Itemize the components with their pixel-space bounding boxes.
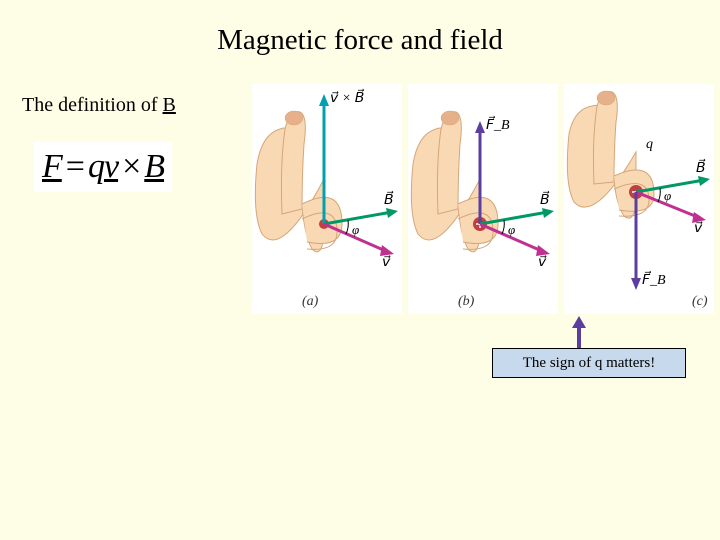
slide-title: Magnetic force and field	[0, 0, 720, 57]
thumbnail-icon	[597, 91, 615, 105]
panel-a-svg: v⃗ × B⃗ B⃗ v⃗ φ	[252, 84, 402, 314]
formula-q: q	[88, 148, 104, 185]
b-label: B⃗	[696, 158, 706, 176]
panel-b-label: (b)	[458, 294, 474, 310]
panel-a-label: (a)	[302, 294, 318, 310]
panel-a: v⃗ × B⃗ B⃗ v⃗ φ (a)	[252, 84, 402, 314]
b-label: B⃗	[540, 190, 550, 208]
diagram-panels: v⃗ × B⃗ B⃗ v⃗ φ (a)	[252, 84, 714, 314]
vxb-label: v⃗ × B⃗	[330, 88, 364, 106]
formula-F: F	[42, 148, 62, 185]
subtitle-text: The definition of	[22, 94, 163, 116]
v-label: v⃗	[694, 221, 703, 236]
panel-b-svg: F⃗_B B⃗ v⃗ φ	[408, 84, 558, 314]
formula: F=qv×B	[34, 142, 172, 192]
v-label: v⃗	[382, 255, 391, 270]
angle-label: φ	[352, 222, 359, 237]
note-box: The sign of q matters!	[492, 348, 686, 378]
subtitle-var: B	[163, 94, 176, 116]
panel-b: F⃗_B B⃗ v⃗ φ (b)	[408, 84, 558, 314]
formula-eq: =	[62, 148, 88, 185]
panel-c-label: (c)	[692, 294, 708, 310]
b-label: B⃗	[384, 190, 394, 208]
fb-label: F⃗_B	[642, 270, 666, 288]
panel-c-svg: q B⃗ v⃗ φ F⃗_B	[564, 84, 714, 314]
formula-B: B	[144, 148, 164, 185]
subtitle: The definition of B	[22, 94, 176, 117]
angle-label: φ	[664, 188, 671, 203]
v-label: v⃗	[538, 255, 547, 270]
thumbnail-icon	[285, 111, 303, 125]
q-label: q	[646, 137, 653, 152]
note-arrow-icon	[570, 316, 588, 350]
formula-v: v	[104, 148, 118, 185]
formula-cross: ×	[118, 148, 144, 185]
angle-label: φ	[508, 222, 515, 237]
fb-label: F⃗_B	[486, 115, 510, 133]
panel-c: q B⃗ v⃗ φ F⃗_B (c)	[564, 84, 714, 314]
thumbnail-icon	[441, 111, 459, 125]
